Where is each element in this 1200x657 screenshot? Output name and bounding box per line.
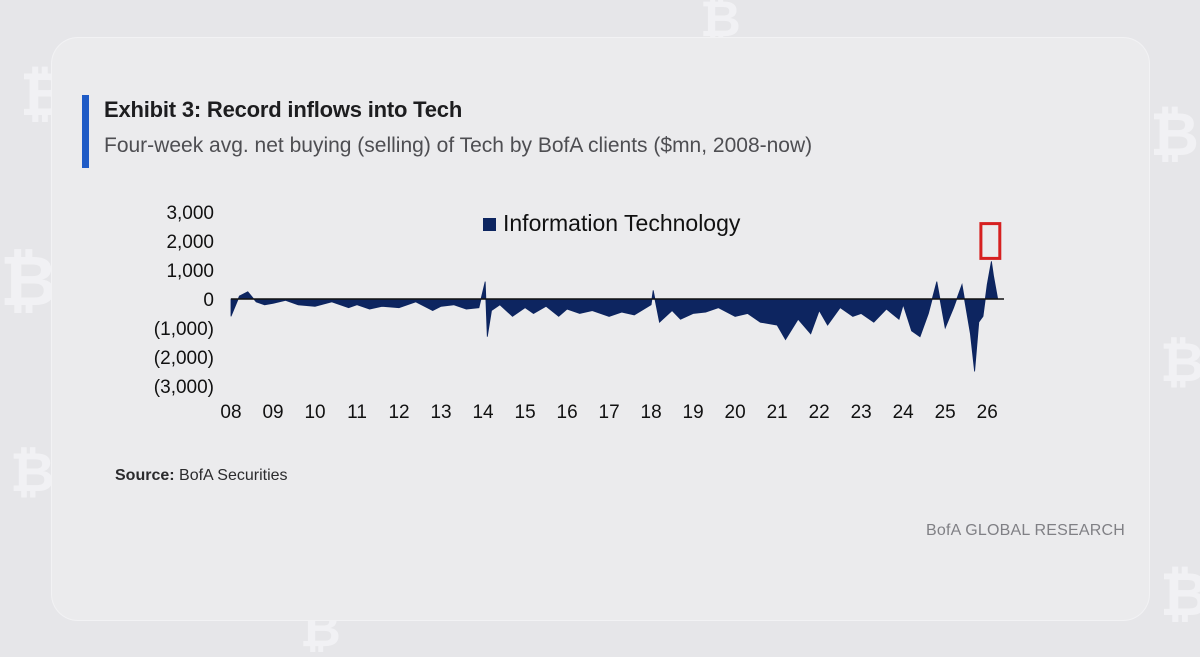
- y-tick-label: (2,000): [154, 348, 214, 369]
- x-tick-label: 12: [388, 402, 409, 423]
- y-axis: 3,000 2,000 1,000 0 (1,000) (2,000) (3,000): [154, 203, 214, 398]
- y-tick-label: 3,000: [166, 203, 214, 224]
- bitcoin-watermark-icon: ₿: [1150, 100, 1199, 170]
- y-tick-label: (1,000): [154, 319, 214, 340]
- source-value: BofA Securities: [179, 467, 288, 484]
- x-tick-label: 22: [809, 402, 830, 423]
- series-area: [230, 261, 999, 372]
- x-tick-label: 18: [641, 402, 662, 423]
- legend-swatch: [483, 218, 496, 231]
- x-axis: 08 09 10 11 12 13 14 15 16 17 18 19 20 21 22 23 24 25 26: [220, 402, 997, 423]
- y-tick-label: 1,000: [166, 261, 214, 282]
- exhibit-card: [52, 38, 1149, 620]
- exhibit-subtitle: Four-week avg. net buying (selling) of T…: [104, 134, 813, 157]
- x-tick-label: 11: [347, 402, 367, 423]
- x-tick-label: 24: [893, 402, 915, 423]
- legend: Information Technology: [483, 210, 741, 236]
- legend-label: Information Technology: [503, 210, 741, 236]
- x-tick-label: 21: [767, 402, 788, 423]
- title-accent-bar: [82, 95, 89, 168]
- source-label: Source:: [115, 467, 175, 484]
- y-tick-label: 2,000: [166, 232, 214, 253]
- bitcoin-watermark-icon: ₿: [1160, 330, 1200, 394]
- x-tick-label: 15: [515, 402, 536, 423]
- x-tick-label: 10: [304, 402, 325, 423]
- bitcoin-watermark-icon: ₿: [10, 440, 55, 504]
- x-tick-label: 20: [725, 402, 746, 423]
- x-tick-label: 25: [935, 402, 956, 423]
- highlight-box: [979, 222, 1002, 260]
- series-layer: [230, 261, 999, 372]
- x-tick-label: 16: [557, 402, 578, 423]
- x-tick-label: 14: [472, 402, 494, 423]
- x-tick-label: 23: [851, 402, 872, 423]
- exhibit-title: Exhibit 3: Record inflows into Tech: [104, 97, 463, 122]
- bitcoin-watermark-icon: ₿: [1160, 560, 1200, 630]
- y-tick-label: (3,000): [154, 377, 214, 398]
- x-tick-label: 13: [430, 402, 451, 423]
- x-tick-label: 08: [220, 402, 241, 423]
- x-tick-label: 17: [599, 402, 620, 423]
- x-tick-label: 26: [977, 402, 998, 423]
- bitcoin-watermark-icon: ₿: [0, 240, 58, 322]
- brand-footer: BofA GLOBAL RESEARCH: [926, 522, 1126, 539]
- source-note: Source: BofA Securities: [115, 467, 288, 485]
- x-tick-label: 09: [262, 402, 283, 423]
- y-tick-label: 0: [203, 290, 214, 311]
- x-tick-label: 19: [683, 402, 704, 423]
